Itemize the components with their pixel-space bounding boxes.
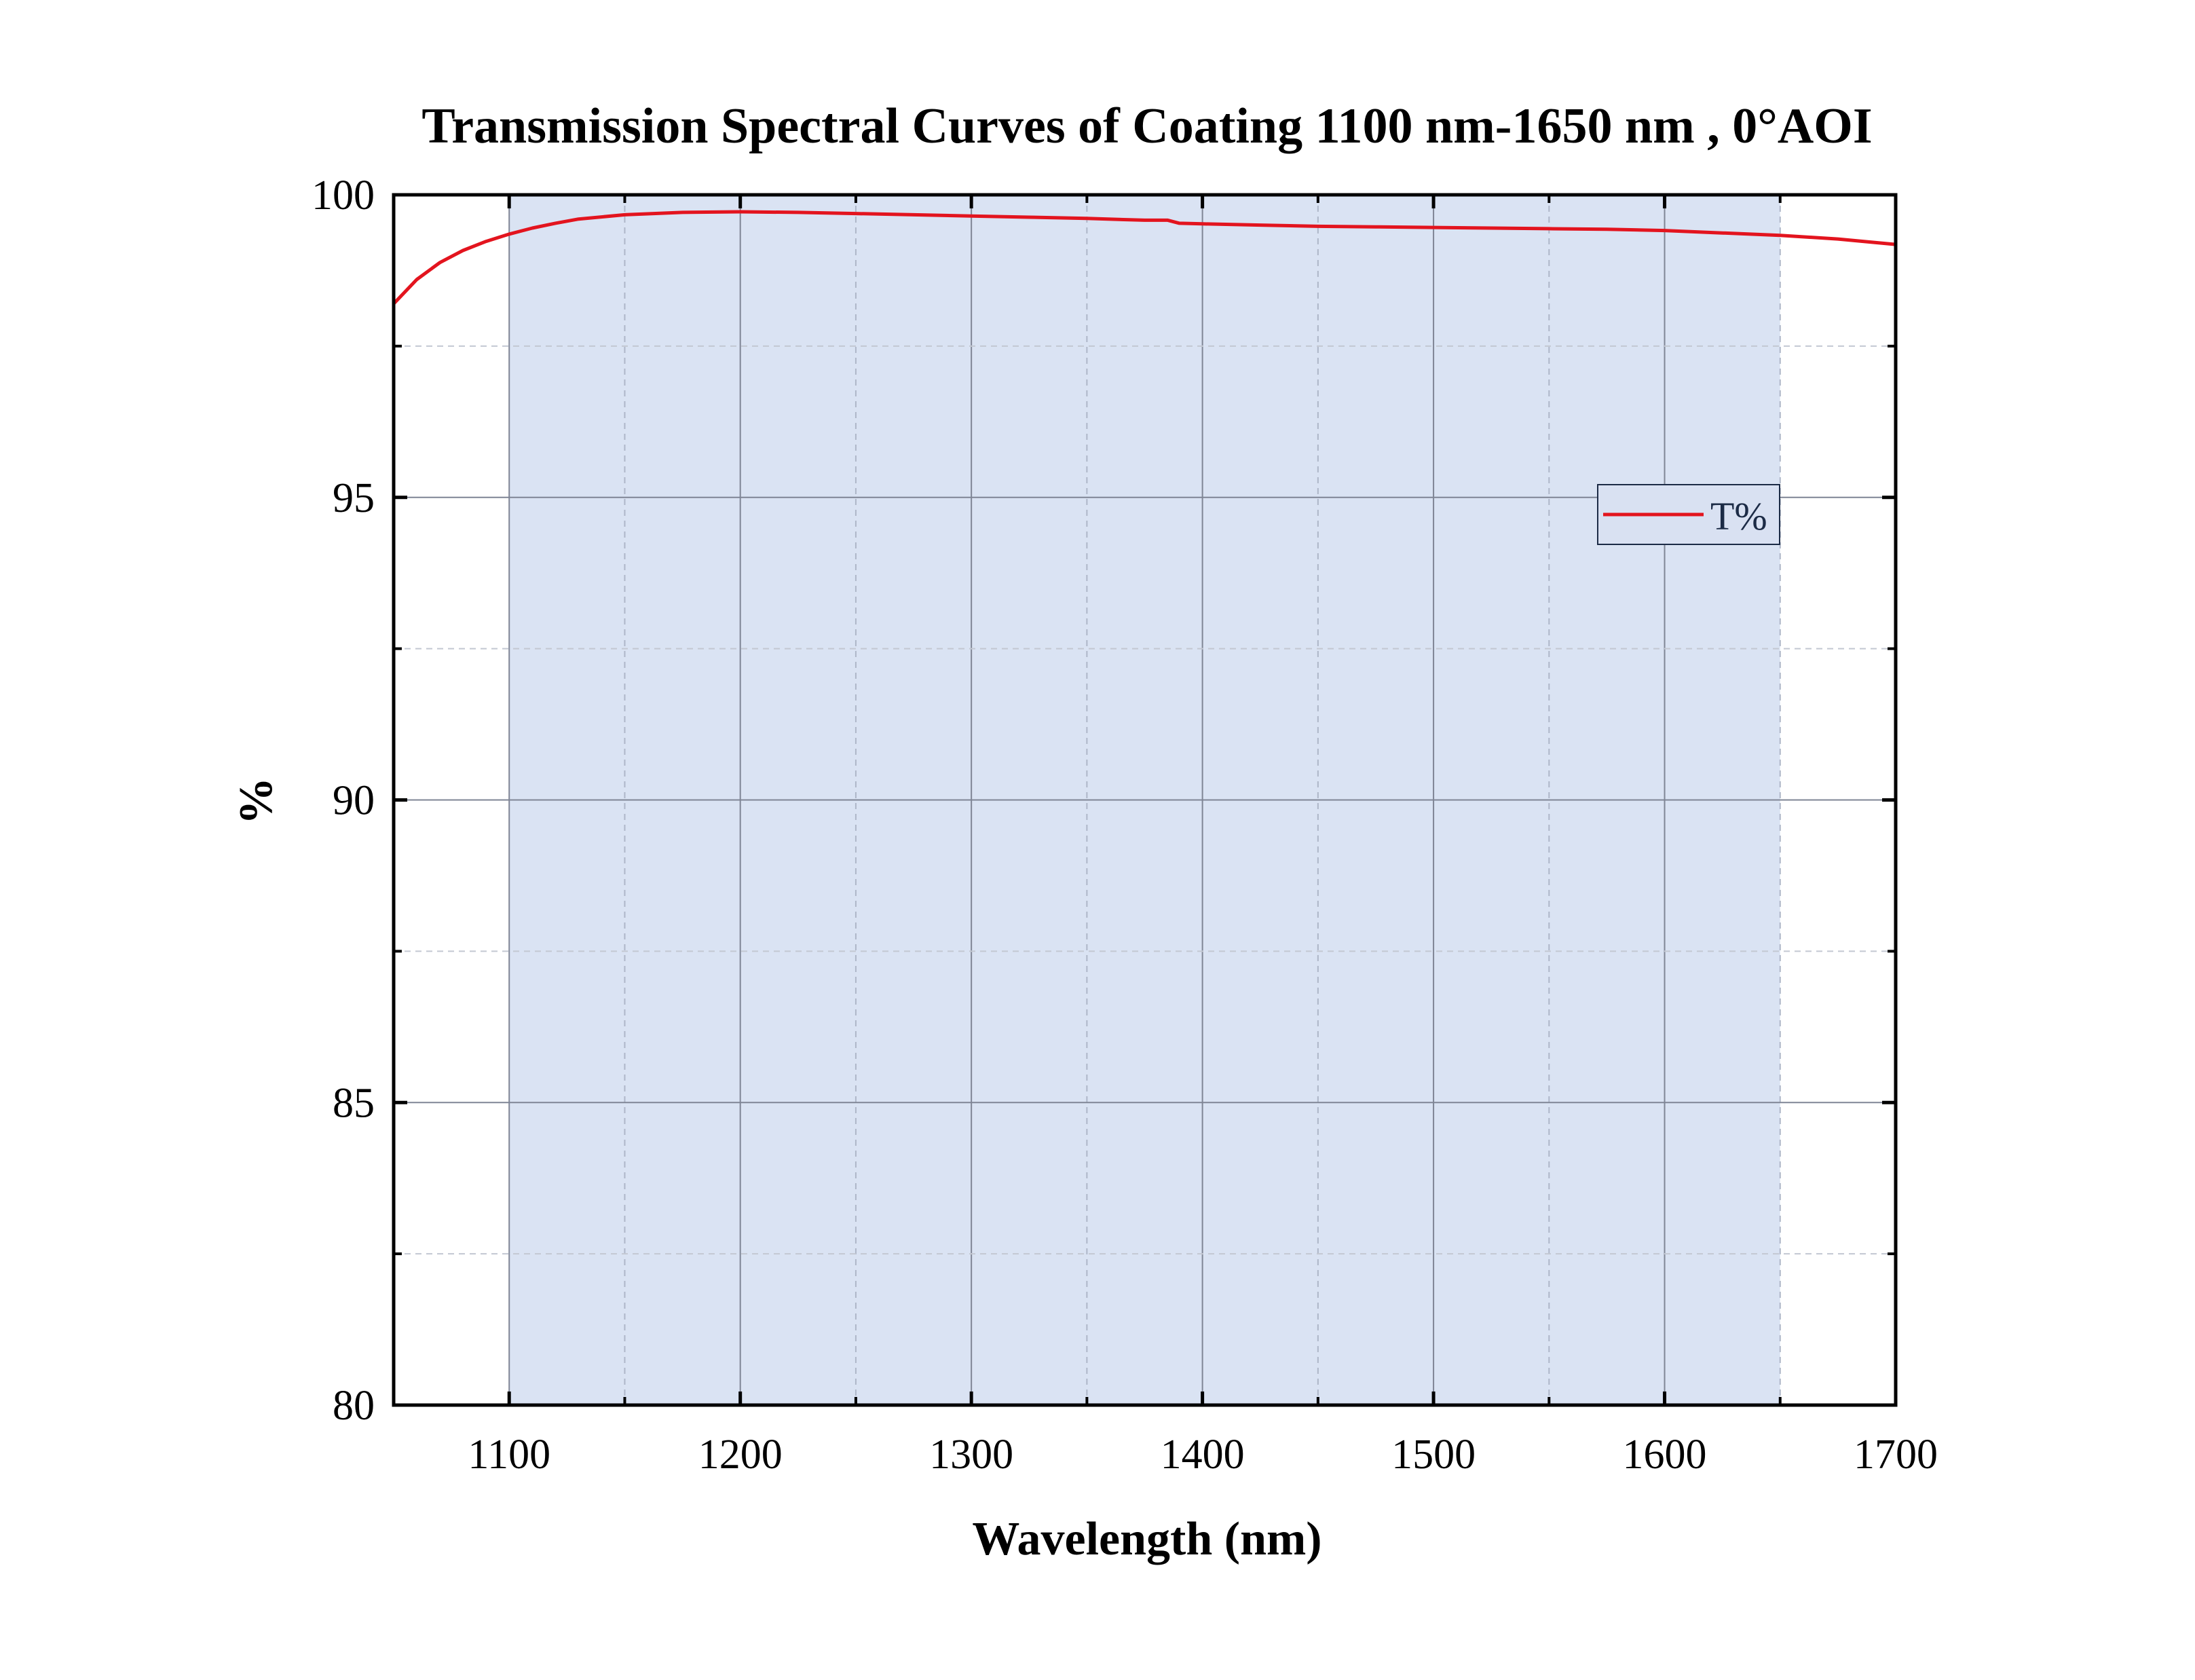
legend-label-t-percent: T% xyxy=(1710,494,1767,538)
y-axis-label: % xyxy=(230,777,282,825)
x-tick-label: 1500 xyxy=(1391,1432,1476,1478)
x-tick-label: 1200 xyxy=(698,1432,783,1478)
x-tick-label: 1100 xyxy=(468,1432,550,1478)
y-tick-label: 100 xyxy=(312,172,375,219)
y-tick-label: 85 xyxy=(333,1080,375,1126)
y-tick-label: 95 xyxy=(333,475,375,521)
x-tick-label: 1700 xyxy=(1854,1432,1938,1478)
x-tick-label: 1300 xyxy=(929,1432,1013,1478)
y-tick-label: 80 xyxy=(333,1383,375,1429)
x-tick-label: 1400 xyxy=(1161,1432,1245,1478)
x-axis-label: Wavelength (nm) xyxy=(972,1513,1321,1565)
series-line-t-percent xyxy=(392,210,1896,305)
gridlines xyxy=(394,195,1896,1405)
y-tick-label: 90 xyxy=(333,778,375,824)
legend: T% xyxy=(1597,484,1780,545)
axis-ticks: 1100 1200 1300 1400 1500 1600 1700 80 85 90 95 100 xyxy=(312,172,1938,1478)
x-tick-label: 1600 xyxy=(1623,1432,1707,1478)
series-layer xyxy=(392,210,1896,305)
chart-title: Transmission Spectral Curves of Coating … xyxy=(421,98,1872,154)
